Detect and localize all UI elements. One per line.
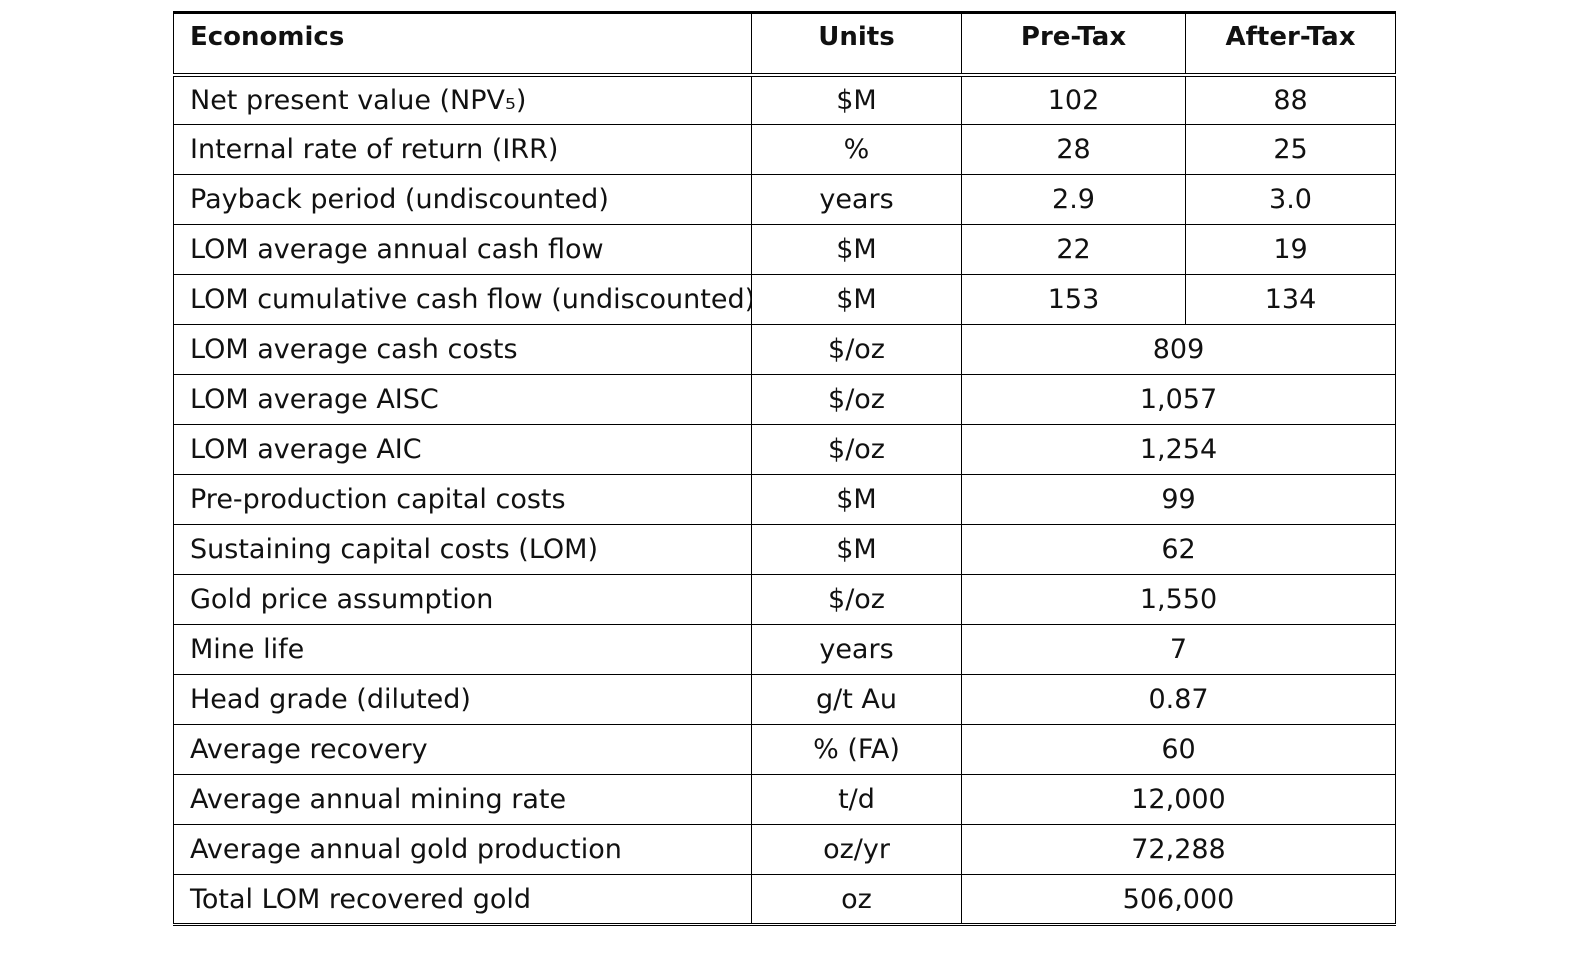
table-row: Net present value (NPV₅) $M 102 88 [173, 74, 1396, 125]
units-cell: years [751, 624, 962, 675]
units-cell: t/d [751, 774, 962, 825]
metric-cell: Mine life [173, 624, 752, 675]
after-tax-cell: 19 [1185, 224, 1396, 275]
units-cell: years [751, 174, 962, 225]
pre-tax-cell: 153 [961, 274, 1186, 325]
units-cell: $M [751, 524, 962, 575]
table-row: Mine life years 7 [173, 624, 1396, 675]
units-cell: g/t Au [751, 674, 962, 725]
pre-tax-cell: 28 [961, 124, 1186, 175]
combined-value-cell: 1,057 [961, 374, 1396, 425]
metric-cell: Total LOM recovered gold [173, 874, 752, 925]
table-row: Head grade (diluted) g/t Au 0.87 [173, 674, 1396, 725]
metric-cell: Average annual gold production [173, 824, 752, 875]
combined-value-cell: 62 [961, 524, 1396, 575]
combined-value-cell: 0.87 [961, 674, 1396, 725]
after-tax-cell: 134 [1185, 274, 1396, 325]
metric-cell: Sustaining capital costs (LOM) [173, 524, 752, 575]
units-cell: $M [751, 224, 962, 275]
combined-value-cell: 72,288 [961, 824, 1396, 875]
after-tax-cell: 3.0 [1185, 174, 1396, 225]
header-economics: Economics [173, 12, 752, 75]
combined-value-cell: 12,000 [961, 774, 1396, 825]
metric-cell: Average recovery [173, 724, 752, 775]
combined-value-cell: 1,254 [961, 424, 1396, 475]
metric-cell: Gold price assumption [173, 574, 752, 625]
units-cell: % [751, 124, 962, 175]
table-row: LOM average annual cash flow $M 22 19 [173, 224, 1396, 275]
combined-value-cell: 809 [961, 324, 1396, 375]
units-cell: oz [751, 874, 962, 925]
pre-tax-cell: 102 [961, 74, 1186, 125]
table-row: Average recovery% (FA) 60 [173, 724, 1396, 775]
combined-value-cell: 60 [961, 724, 1396, 775]
table-row: Gold price assumption $/oz 1,550 [173, 574, 1396, 625]
metric-cell: Average annual mining rate [173, 774, 752, 825]
units-cell: % (FA) [751, 724, 962, 775]
metric-cell: Internal rate of return (IRR) [173, 124, 752, 175]
metric-cell: LOM average cash costs [173, 324, 752, 375]
header-pre-tax: Pre-Tax [961, 12, 1186, 75]
metric-cell: LOM cumulative cash flow (undiscounted) [173, 274, 752, 325]
after-tax-cell: 25 [1185, 124, 1396, 175]
metric-cell: LOM average AIC [173, 424, 752, 475]
header-after-tax: After-Tax [1185, 12, 1396, 75]
after-tax-cell: 88 [1185, 74, 1396, 125]
units-cell: $M [751, 74, 962, 125]
table-row: LOM average cash costs $/oz 809 [173, 324, 1396, 375]
economics-table: Economics Units Pre-Tax After-Tax Net pr… [173, 11, 1396, 926]
table-row: Average annual gold production oz/yr 72,28… [173, 824, 1396, 875]
metric-cell: Head grade (diluted) [173, 674, 752, 725]
pre-tax-cell: 22 [961, 224, 1186, 275]
units-cell: $/oz [751, 424, 962, 475]
units-cell: $/oz [751, 324, 962, 375]
combined-value-cell: 506,000 [961, 874, 1396, 925]
units-cell: $/oz [751, 374, 962, 425]
metric-cell: Pre-production capital costs [173, 474, 752, 525]
metric-cell: Net present value (NPV₅) [173, 74, 752, 125]
table-row: Payback period (undiscounted) years 2.9 3.0 [173, 174, 1396, 225]
table-row: LOM average AISC $/oz 1,057 [173, 374, 1396, 425]
pre-tax-cell: 2.9 [961, 174, 1186, 225]
metric-cell: LOM average AISC [173, 374, 752, 425]
units-cell: $M [751, 474, 962, 525]
table-row: Pre-production capital costs $M 99 [173, 474, 1396, 525]
header-units: Units [751, 12, 962, 75]
combined-value-cell: 1,550 [961, 574, 1396, 625]
table-row: LOM average AIC $/oz 1,254 [173, 424, 1396, 475]
metric-cell: Payback period (undiscounted) [173, 174, 752, 225]
units-cell: $/oz [751, 574, 962, 625]
table-row: Total LOM recovered gold oz 506,000 [173, 874, 1396, 925]
header-row: Economics Units Pre-Tax After-Tax [173, 12, 1396, 75]
table-body: Net present value (NPV₅) $M 102 88 Internal … [173, 74, 1396, 925]
units-cell: $M [751, 274, 962, 325]
table-header: Economics Units Pre-Tax After-Tax [173, 12, 1396, 75]
combined-value-cell: 7 [961, 624, 1396, 675]
table-row: Internal rate of return (IRR)% 28 25 [173, 124, 1396, 175]
combined-value-cell: 99 [961, 474, 1396, 525]
metric-cell: LOM average annual cash flow [173, 224, 752, 275]
table-row: Sustaining capital costs (LOM) $M 62 [173, 524, 1396, 575]
table-row: LOM cumulative cash flow (undiscounted) $… [173, 274, 1396, 325]
table-row: Average annual mining rate t/d 12,000 [173, 774, 1396, 825]
units-cell: oz/yr [751, 824, 962, 875]
